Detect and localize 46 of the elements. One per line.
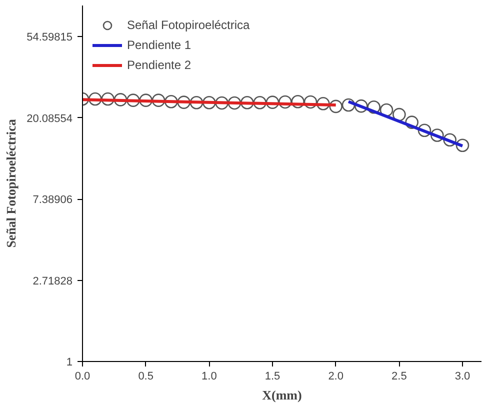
x-tick-label: 0.5 (138, 370, 154, 382)
y-tick-label: 54.59815 (26, 32, 73, 44)
point (266, 96, 280, 109)
x-tick-label: 0.0 (74, 370, 90, 382)
x-tick-label: 3.0 (454, 370, 470, 382)
x-tick-label: 1.5 (264, 370, 280, 382)
point (430, 128, 444, 142)
point (304, 95, 318, 109)
point (354, 99, 368, 113)
point (101, 92, 114, 106)
y-axis-title: Señal Fotopiroeléctrica (4, 118, 19, 248)
point (164, 95, 178, 108)
point (392, 108, 406, 122)
y-tick-label: 7.38906 (32, 194, 73, 206)
point (139, 94, 152, 107)
point (202, 96, 216, 110)
point (367, 100, 380, 114)
x-tick-label: 2.0 (328, 370, 344, 382)
point (456, 138, 470, 152)
point (316, 97, 330, 110)
point (329, 100, 342, 114)
point (405, 116, 418, 129)
point (190, 96, 204, 110)
point (418, 124, 432, 138)
point (152, 94, 166, 107)
legend-label: Pendiente 1 (127, 38, 192, 52)
x-tick-label: 1.0 (202, 370, 217, 382)
point (215, 96, 228, 110)
y-tick-label: 20.08554 (26, 112, 73, 125)
legend-label: Pendiente 2 (127, 58, 192, 72)
point (228, 96, 242, 110)
y-tick-label: 2.71828 (32, 275, 73, 288)
point (291, 95, 304, 108)
x-axis-title: X(mm) (262, 388, 302, 402)
point (342, 98, 356, 112)
point (126, 94, 140, 107)
point (240, 96, 254, 110)
point (278, 95, 292, 109)
y-tick-label: 1 (66, 356, 73, 368)
legend-label: Señal Fotopiroeléctrica (127, 18, 250, 32)
x-tick-label: 2.5 (392, 370, 407, 382)
point (114, 93, 128, 106)
point (88, 92, 102, 106)
point (253, 96, 266, 110)
point (177, 96, 190, 109)
point (443, 133, 456, 147)
